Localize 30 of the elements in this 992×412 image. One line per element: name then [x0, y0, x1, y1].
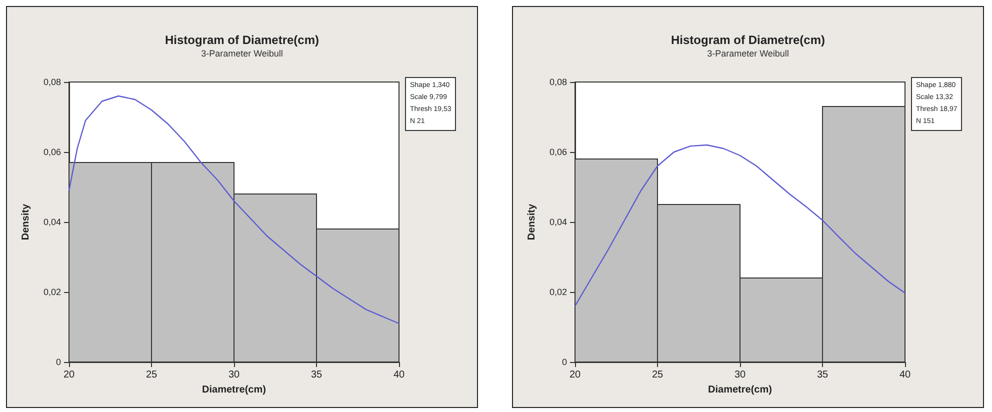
- chart-title: Histogram of Diametre(cm): [164, 33, 320, 47]
- chart-subtitle: 3-Parameter Weibull: [707, 48, 789, 58]
- x-tick-label: 40: [899, 370, 911, 380]
- y-tick-label: 0,04: [549, 217, 567, 227]
- line-series: [574, 144, 906, 307]
- x-tick-label: 25: [146, 370, 158, 380]
- y-tick-label: 0,06: [43, 147, 61, 157]
- y-tick-label: 0: [56, 357, 61, 367]
- x-axis-title: Diametre(cm): [708, 384, 772, 396]
- x-tick-label: 35: [816, 370, 828, 380]
- chart-subtitle: 3-Parameter Weibull: [201, 48, 283, 58]
- y-tick-label: 0,08: [43, 77, 61, 87]
- y-tick-label: 0,02: [43, 287, 61, 297]
- y-axis-title: Density: [526, 204, 538, 240]
- y-tick-label: 0: [562, 357, 567, 367]
- line-series: [68, 95, 400, 324]
- x-tick-label: 30: [228, 370, 240, 380]
- x-tick-label: 40: [393, 370, 405, 380]
- x-tick-label: 25: [652, 370, 664, 380]
- y-axis-title: Density: [20, 204, 32, 240]
- x-tick-label: 30: [734, 370, 746, 380]
- chart-title: Histogram of Diametre(cm): [670, 33, 826, 47]
- x-tick-label: 35: [310, 370, 322, 380]
- x-tick-label: 20: [63, 370, 75, 380]
- x-tick-label: 20: [569, 370, 581, 380]
- y-tick-label: 0,04: [43, 217, 61, 227]
- y-tick-label: 0,06: [549, 147, 567, 157]
- y-tick-label: 0,02: [549, 287, 567, 297]
- x-axis-title: Diametre(cm): [202, 384, 266, 396]
- y-tick-label: 0,08: [549, 77, 567, 87]
